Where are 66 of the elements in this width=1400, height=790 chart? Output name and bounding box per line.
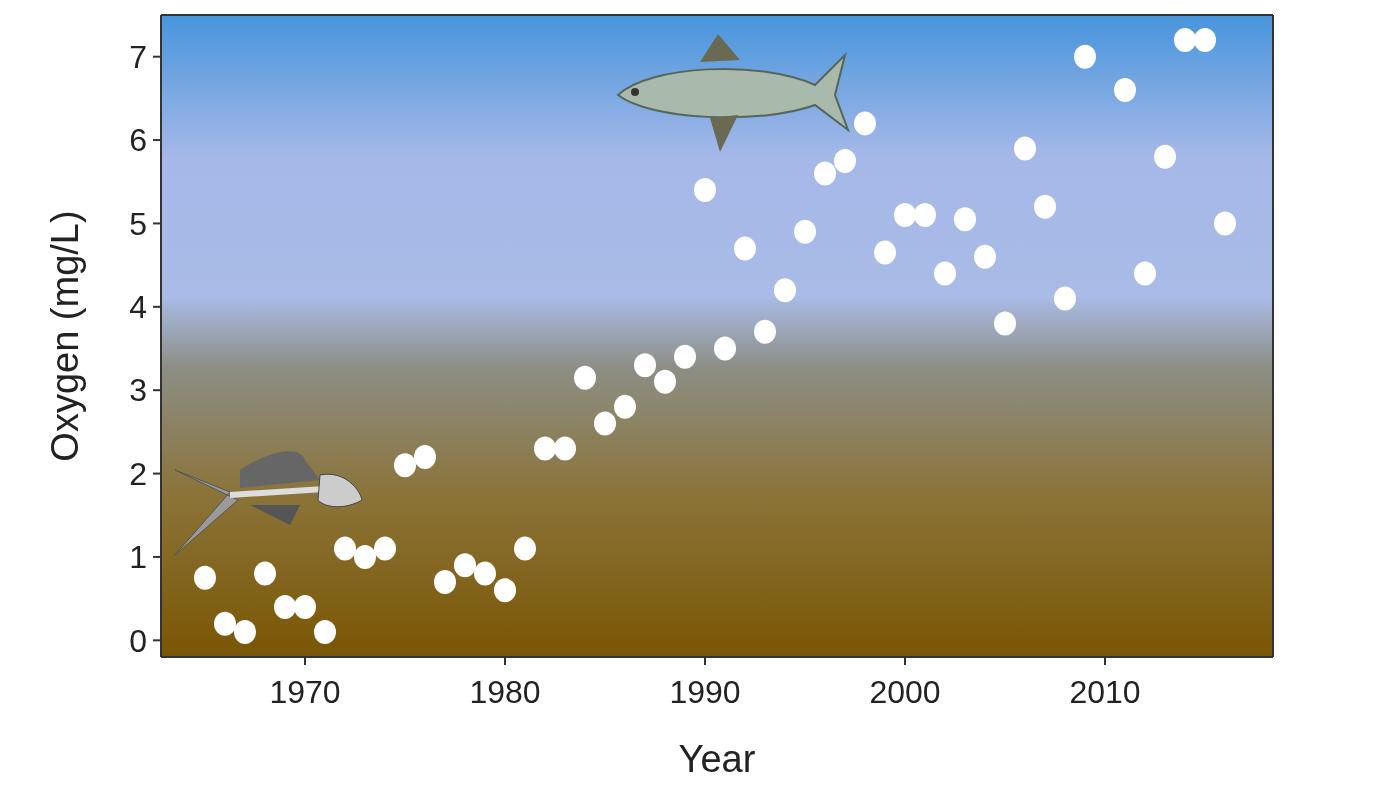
point (954, 207, 976, 232)
point (754, 319, 776, 344)
point (914, 203, 936, 228)
y-tick-label: 1 (129, 539, 147, 576)
point (534, 436, 556, 461)
point (374, 536, 396, 561)
point (274, 594, 296, 619)
point (494, 578, 516, 603)
point (214, 611, 236, 636)
y-tick-label: 5 (129, 205, 147, 242)
point (634, 353, 656, 378)
point (1074, 44, 1096, 69)
y-tick-label: 6 (129, 122, 147, 159)
point (854, 111, 876, 136)
y-tick-label: 3 (129, 372, 147, 409)
point (974, 244, 996, 269)
y-tick-label: 4 (129, 289, 147, 326)
point (694, 178, 716, 203)
point (934, 261, 956, 286)
point (254, 561, 276, 586)
point (354, 544, 376, 569)
point (394, 453, 416, 478)
y-axis-title: Oxygen (mg/L) (44, 210, 86, 462)
point (474, 561, 496, 586)
point (1194, 28, 1216, 53)
point (414, 444, 436, 469)
point (734, 236, 756, 261)
point (454, 553, 476, 578)
x-tick-label: 2000 (869, 674, 941, 710)
point (674, 344, 696, 369)
y-tick-label: 7 (129, 38, 147, 75)
x-axis-title: Year (678, 738, 756, 780)
point (574, 365, 596, 390)
point (874, 240, 896, 265)
point (194, 565, 216, 590)
point (794, 219, 816, 244)
point (814, 161, 836, 186)
y-tick-label: 0 (129, 622, 147, 659)
x-tick-label: 1970 (269, 674, 341, 710)
point (614, 394, 636, 419)
point (294, 594, 316, 619)
point (714, 336, 736, 361)
point (1134, 261, 1156, 286)
point (654, 369, 676, 394)
point (1114, 78, 1136, 103)
point (514, 536, 536, 561)
x-tick-label: 2010 (1069, 674, 1141, 710)
point (894, 203, 916, 228)
point (1034, 194, 1056, 219)
point (234, 619, 256, 644)
point (834, 148, 856, 173)
point (554, 436, 576, 461)
point (434, 569, 456, 594)
x-tick-label: 1990 (669, 674, 741, 710)
point (314, 619, 336, 644)
point (1214, 211, 1236, 236)
point (774, 278, 796, 303)
point (594, 411, 616, 436)
y-tick-label: 2 (129, 455, 147, 492)
point (1154, 144, 1176, 169)
point (994, 311, 1016, 336)
x-tick-label: 1980 (469, 674, 541, 710)
point (1014, 136, 1036, 161)
point (1174, 28, 1196, 53)
point (334, 536, 356, 561)
point (1054, 286, 1076, 311)
